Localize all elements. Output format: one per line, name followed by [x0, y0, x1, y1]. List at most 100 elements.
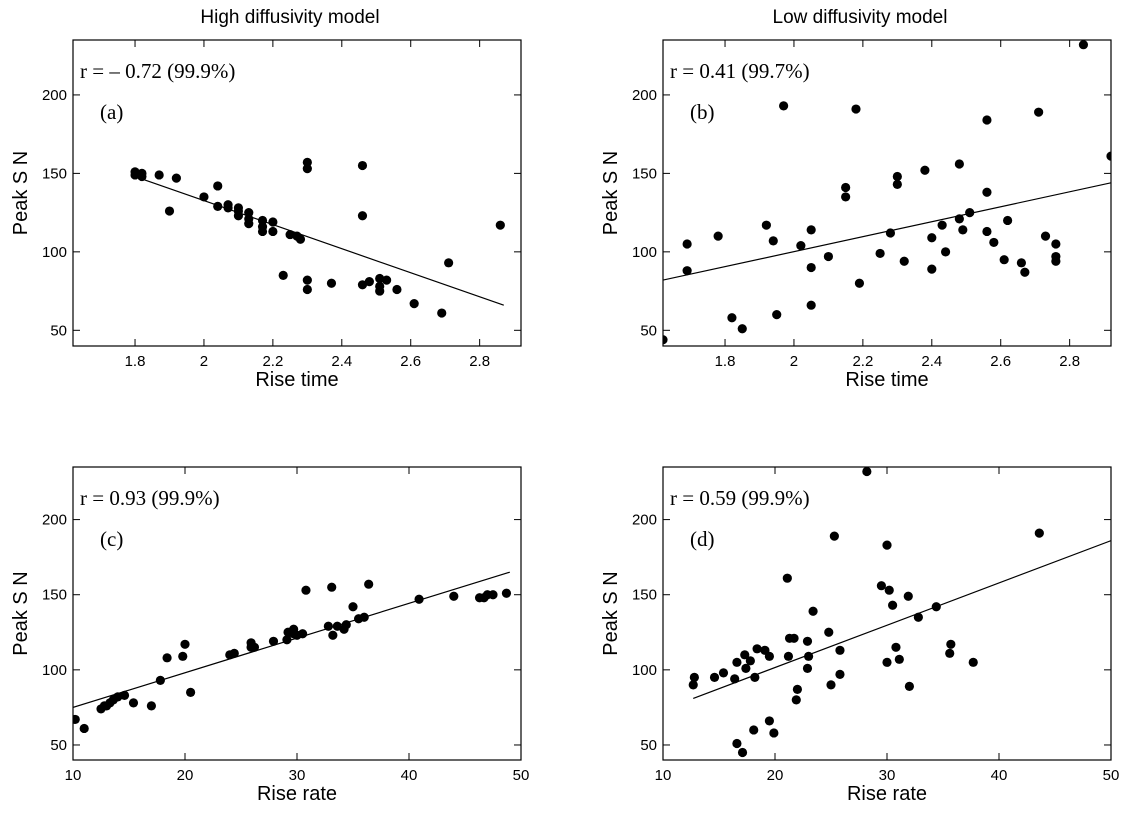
y-tick-label: 200 — [42, 87, 67, 104]
data-point — [1051, 239, 1061, 249]
x-tick-label: 20 — [177, 767, 194, 784]
panel-label: (c) — [100, 527, 123, 551]
data-point — [409, 299, 419, 309]
plot-marks — [130, 157, 505, 318]
data-point — [1034, 528, 1044, 538]
correlation-label: r = 0.93 (99.9%) — [80, 486, 220, 510]
data-point — [682, 239, 692, 249]
x-tick-label: 2 — [790, 353, 798, 370]
data-point — [327, 582, 337, 592]
data-point — [927, 233, 937, 243]
data-point — [882, 657, 892, 667]
data-point — [851, 104, 861, 114]
data-point — [841, 192, 851, 202]
data-point — [146, 701, 156, 711]
data-point — [199, 192, 209, 202]
data-point — [186, 687, 196, 697]
x-tick-label: 40 — [401, 767, 418, 784]
x-tick-label: 30 — [879, 767, 896, 784]
data-point — [899, 256, 909, 266]
data-point — [931, 602, 941, 612]
y-tick-label: 50 — [640, 322, 657, 339]
data-point — [741, 663, 751, 673]
data-point — [732, 738, 742, 749]
data-point — [718, 668, 729, 678]
data-point — [740, 650, 750, 660]
data-point — [841, 182, 851, 193]
data-point — [806, 300, 816, 310]
data-point — [278, 270, 288, 280]
data-point — [392, 284, 402, 295]
data-point — [806, 262, 816, 273]
data-point — [1020, 267, 1030, 277]
y-axis-label: Peak S N — [10, 571, 32, 655]
data-point — [808, 606, 818, 616]
data-point — [940, 247, 951, 257]
data-point — [888, 600, 898, 610]
panel-label: (a) — [100, 100, 123, 124]
data-point — [298, 629, 308, 639]
data-point — [999, 255, 1009, 265]
data-point — [904, 681, 915, 691]
data-point — [341, 620, 351, 630]
data-point — [295, 234, 306, 244]
data-point — [965, 208, 975, 218]
y-tick-label: 100 — [42, 662, 67, 679]
plot-frame — [72, 39, 522, 347]
y-tick-label: 150 — [42, 587, 67, 604]
plot-marks — [73, 571, 512, 734]
data-point — [171, 173, 181, 183]
data-point — [128, 698, 139, 708]
data-point — [876, 581, 887, 591]
data-point — [1003, 215, 1013, 226]
panels: 1.8 2 2.2 2.4 2.6 2.8 50 100 150 200 Rise time Peak… — [10, 39, 1120, 805]
y-tick-label: 50 — [50, 322, 67, 339]
data-point — [772, 310, 782, 320]
data-point — [802, 663, 813, 673]
correlation-label: r = 0.41 (99.7%) — [670, 59, 810, 83]
y-tick-label: 100 — [632, 662, 657, 679]
data-point — [782, 573, 792, 583]
data-point — [164, 206, 175, 216]
data-point — [903, 591, 913, 601]
data-point — [257, 226, 268, 237]
regression-line — [693, 540, 1111, 699]
data-point — [745, 656, 755, 666]
y-tick-label: 50 — [640, 737, 657, 754]
data-point — [154, 170, 164, 180]
data-point — [937, 220, 947, 230]
data-point — [501, 588, 512, 598]
panel-b: 1.8 2 2.2 2.4 2.6 2.8 50 100 150 200 Rise time Peak… — [600, 39, 1112, 391]
data-point — [892, 179, 902, 189]
x-tick-label: 2.6 — [990, 353, 1011, 370]
x-tick-label: 20 — [767, 767, 784, 784]
data-point — [162, 653, 172, 663]
x-tick-label: 50 — [513, 767, 530, 784]
y-tick-label: 100 — [42, 244, 67, 261]
data-point — [213, 181, 223, 191]
data-point — [875, 248, 885, 259]
data-point — [806, 225, 816, 235]
data-point — [982, 226, 992, 237]
data-point — [954, 214, 964, 224]
data-point — [749, 725, 759, 735]
x-tick-label: 10 — [65, 767, 82, 784]
data-point — [282, 635, 292, 645]
data-point — [802, 636, 813, 646]
data-point — [752, 644, 762, 654]
data-point — [348, 602, 358, 612]
data-point — [829, 531, 839, 541]
data-point — [663, 335, 668, 345]
x-tick-label: 50 — [1103, 767, 1120, 784]
data-point — [913, 612, 923, 622]
data-point — [357, 160, 368, 171]
data-point — [488, 590, 498, 600]
data-point — [945, 648, 955, 658]
data-point — [727, 313, 737, 323]
panel-a: 1.8 2 2.2 2.4 2.6 2.8 50 100 150 200 Rise time Peak… — [10, 39, 522, 391]
data-point — [137, 171, 147, 182]
x-tick-label: 2.4 — [331, 353, 352, 370]
data-point — [989, 237, 999, 248]
x-axis-label: Rise rate — [257, 783, 337, 805]
